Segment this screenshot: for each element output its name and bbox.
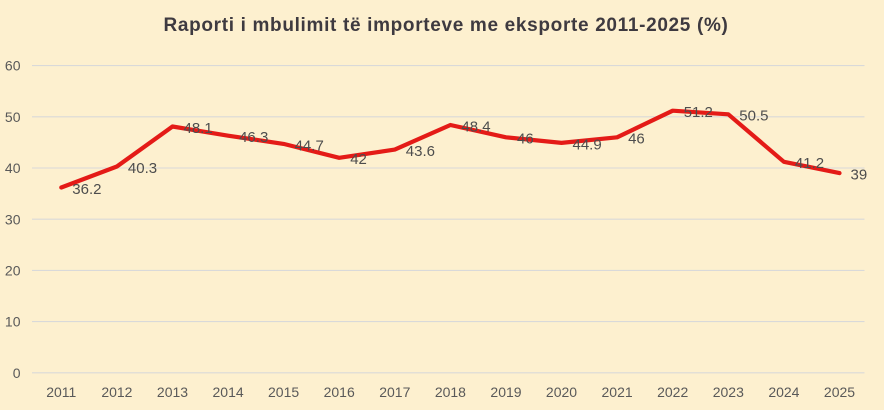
svg-text:2025: 2025 [824, 384, 855, 400]
svg-text:2014: 2014 [213, 384, 244, 400]
svg-text:60: 60 [5, 58, 21, 74]
svg-text:42: 42 [350, 151, 367, 168]
svg-text:0: 0 [13, 365, 21, 381]
svg-text:51.2: 51.2 [684, 104, 713, 121]
svg-text:2020: 2020 [546, 384, 577, 400]
svg-text:50.5: 50.5 [739, 108, 768, 125]
svg-text:2022: 2022 [657, 384, 688, 400]
svg-text:40.3: 40.3 [128, 160, 157, 177]
svg-text:2012: 2012 [101, 384, 132, 400]
svg-text:2024: 2024 [768, 384, 799, 400]
svg-text:39: 39 [851, 167, 868, 184]
svg-text:2019: 2019 [490, 384, 521, 400]
svg-text:44.7: 44.7 [295, 137, 324, 154]
svg-text:Raporti i mbulimit të importev: Raporti i mbulimit të importeve me ekspo… [163, 15, 728, 36]
svg-text:20: 20 [5, 263, 21, 279]
svg-text:2023: 2023 [713, 384, 744, 400]
svg-text:48.1: 48.1 [184, 120, 213, 137]
svg-text:46: 46 [628, 131, 645, 148]
svg-text:48.4: 48.4 [461, 118, 490, 135]
svg-text:2018: 2018 [435, 384, 466, 400]
svg-text:2017: 2017 [379, 384, 410, 400]
svg-text:2021: 2021 [602, 384, 633, 400]
svg-text:2013: 2013 [157, 384, 188, 400]
svg-text:46.3: 46.3 [239, 129, 268, 146]
svg-text:44.9: 44.9 [573, 136, 602, 153]
svg-text:2016: 2016 [324, 384, 355, 400]
svg-text:41.2: 41.2 [795, 155, 824, 172]
svg-text:50: 50 [5, 109, 21, 125]
svg-text:2015: 2015 [268, 384, 299, 400]
svg-text:36.2: 36.2 [72, 181, 101, 198]
svg-text:2011: 2011 [46, 384, 76, 400]
svg-text:30: 30 [5, 211, 21, 227]
svg-text:43.6: 43.6 [406, 143, 435, 160]
svg-text:10: 10 [5, 314, 21, 330]
svg-text:40: 40 [5, 160, 21, 176]
svg-text:46: 46 [517, 131, 534, 148]
